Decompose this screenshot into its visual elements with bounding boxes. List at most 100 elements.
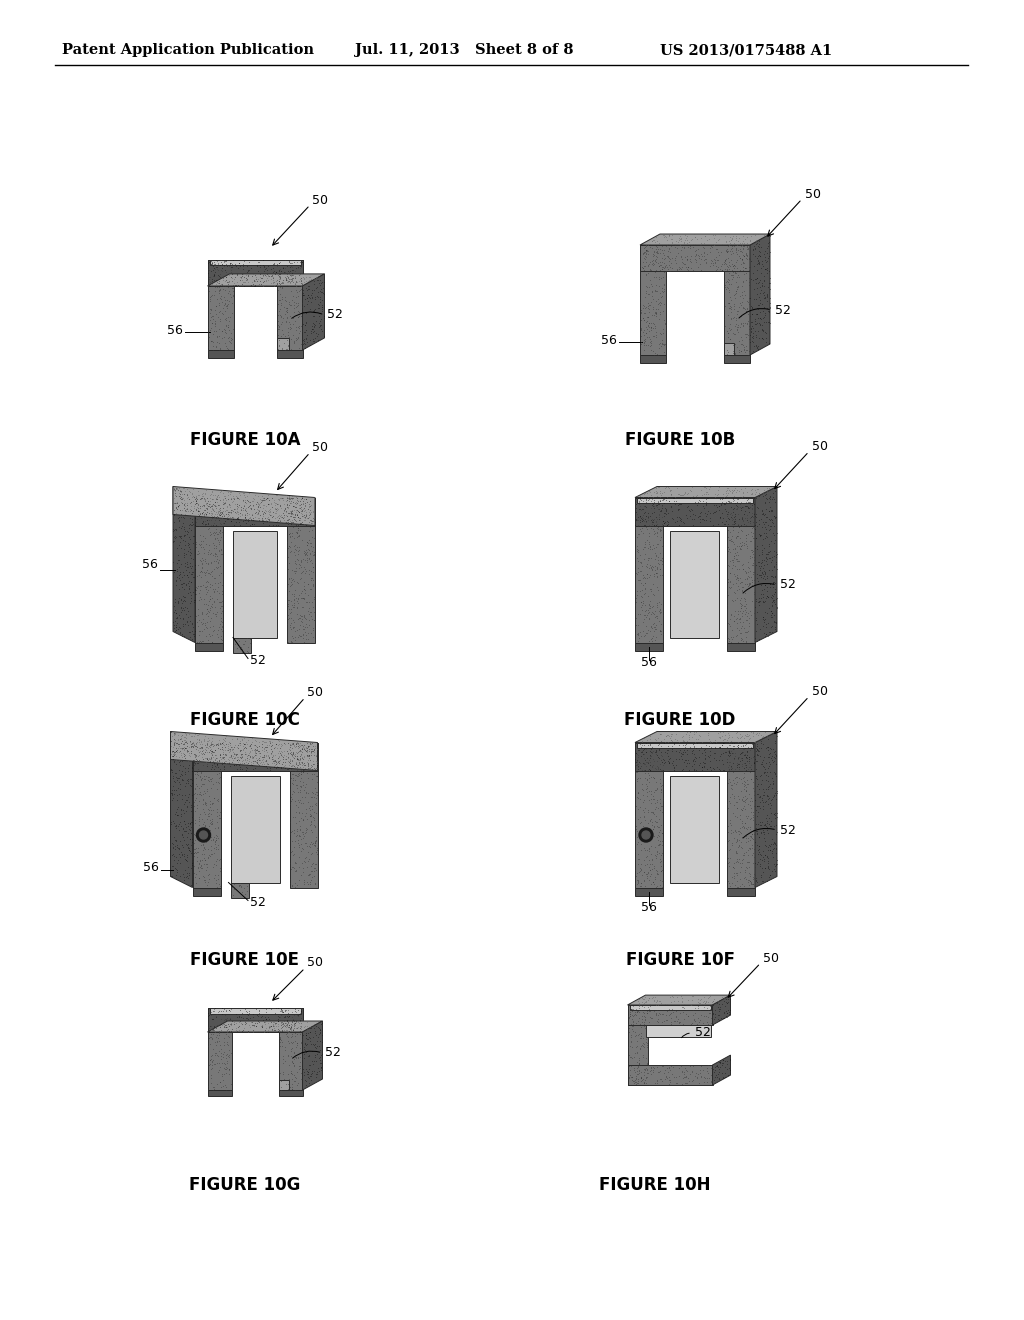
Polygon shape (640, 246, 750, 271)
Point (730, 317, 746, 338)
Point (186, 855, 203, 876)
Point (671, 494, 687, 515)
Point (168, 602, 184, 623)
Point (652, 282, 669, 304)
Point (291, 791, 307, 812)
Point (210, 550, 226, 572)
Point (753, 738, 769, 759)
Point (204, 767, 220, 788)
Point (755, 282, 771, 304)
Point (746, 789, 763, 810)
Point (206, 524, 222, 545)
Point (168, 615, 184, 636)
Point (186, 723, 203, 744)
Point (646, 305, 663, 326)
Point (736, 590, 753, 611)
Point (642, 1007, 658, 1028)
Point (680, 256, 696, 277)
Point (257, 1014, 273, 1035)
Point (740, 566, 757, 587)
Point (722, 809, 738, 830)
Point (721, 319, 737, 341)
Point (750, 252, 766, 273)
Point (204, 743, 220, 764)
Point (734, 616, 751, 638)
Point (631, 993, 647, 1014)
Point (303, 623, 319, 644)
Point (754, 562, 770, 583)
Point (259, 735, 275, 756)
Point (212, 519, 228, 540)
Point (200, 491, 216, 512)
Point (279, 585, 295, 606)
Point (195, 747, 211, 768)
Point (211, 564, 227, 585)
Point (255, 503, 271, 524)
Point (741, 871, 758, 892)
Point (214, 503, 230, 524)
Point (269, 314, 286, 335)
Point (765, 590, 781, 611)
Point (642, 536, 658, 557)
Point (204, 507, 220, 528)
Point (638, 779, 654, 800)
Point (310, 294, 327, 315)
Point (289, 527, 305, 548)
Point (274, 1020, 291, 1041)
Point (198, 822, 214, 843)
Point (650, 759, 667, 780)
Point (641, 523, 657, 544)
Point (745, 784, 762, 805)
Point (207, 492, 223, 513)
Point (722, 333, 738, 354)
Point (206, 284, 222, 305)
Point (286, 1065, 302, 1086)
Point (204, 253, 220, 275)
Point (662, 256, 678, 277)
Point (735, 535, 752, 556)
Point (212, 503, 228, 524)
Point (182, 504, 199, 525)
Point (650, 498, 667, 519)
Point (304, 1027, 321, 1048)
Point (228, 727, 245, 748)
Point (293, 315, 309, 337)
Point (166, 850, 182, 871)
Point (293, 494, 309, 515)
Point (168, 818, 184, 840)
Point (657, 752, 674, 774)
Point (639, 586, 655, 607)
Polygon shape (635, 742, 663, 887)
Point (208, 873, 224, 894)
Point (670, 495, 686, 516)
Point (196, 487, 212, 508)
Point (179, 564, 196, 585)
Point (658, 256, 675, 277)
Point (279, 1026, 295, 1047)
Point (634, 774, 650, 795)
Point (740, 315, 757, 337)
Point (248, 1015, 264, 1036)
Point (230, 488, 247, 510)
Point (290, 754, 306, 775)
Point (287, 562, 303, 583)
Point (737, 582, 754, 603)
Point (280, 743, 296, 764)
Point (287, 1067, 303, 1088)
Point (267, 484, 284, 506)
Point (293, 792, 309, 813)
Point (633, 742, 649, 763)
Point (199, 754, 215, 775)
Point (737, 531, 754, 552)
Point (700, 1068, 717, 1089)
Point (754, 499, 770, 520)
Point (637, 577, 653, 598)
Point (286, 297, 302, 318)
Point (667, 729, 683, 750)
Point (208, 747, 224, 768)
Point (298, 1011, 314, 1032)
Point (726, 735, 742, 756)
Point (287, 560, 303, 581)
Point (227, 253, 244, 275)
Point (252, 264, 268, 285)
